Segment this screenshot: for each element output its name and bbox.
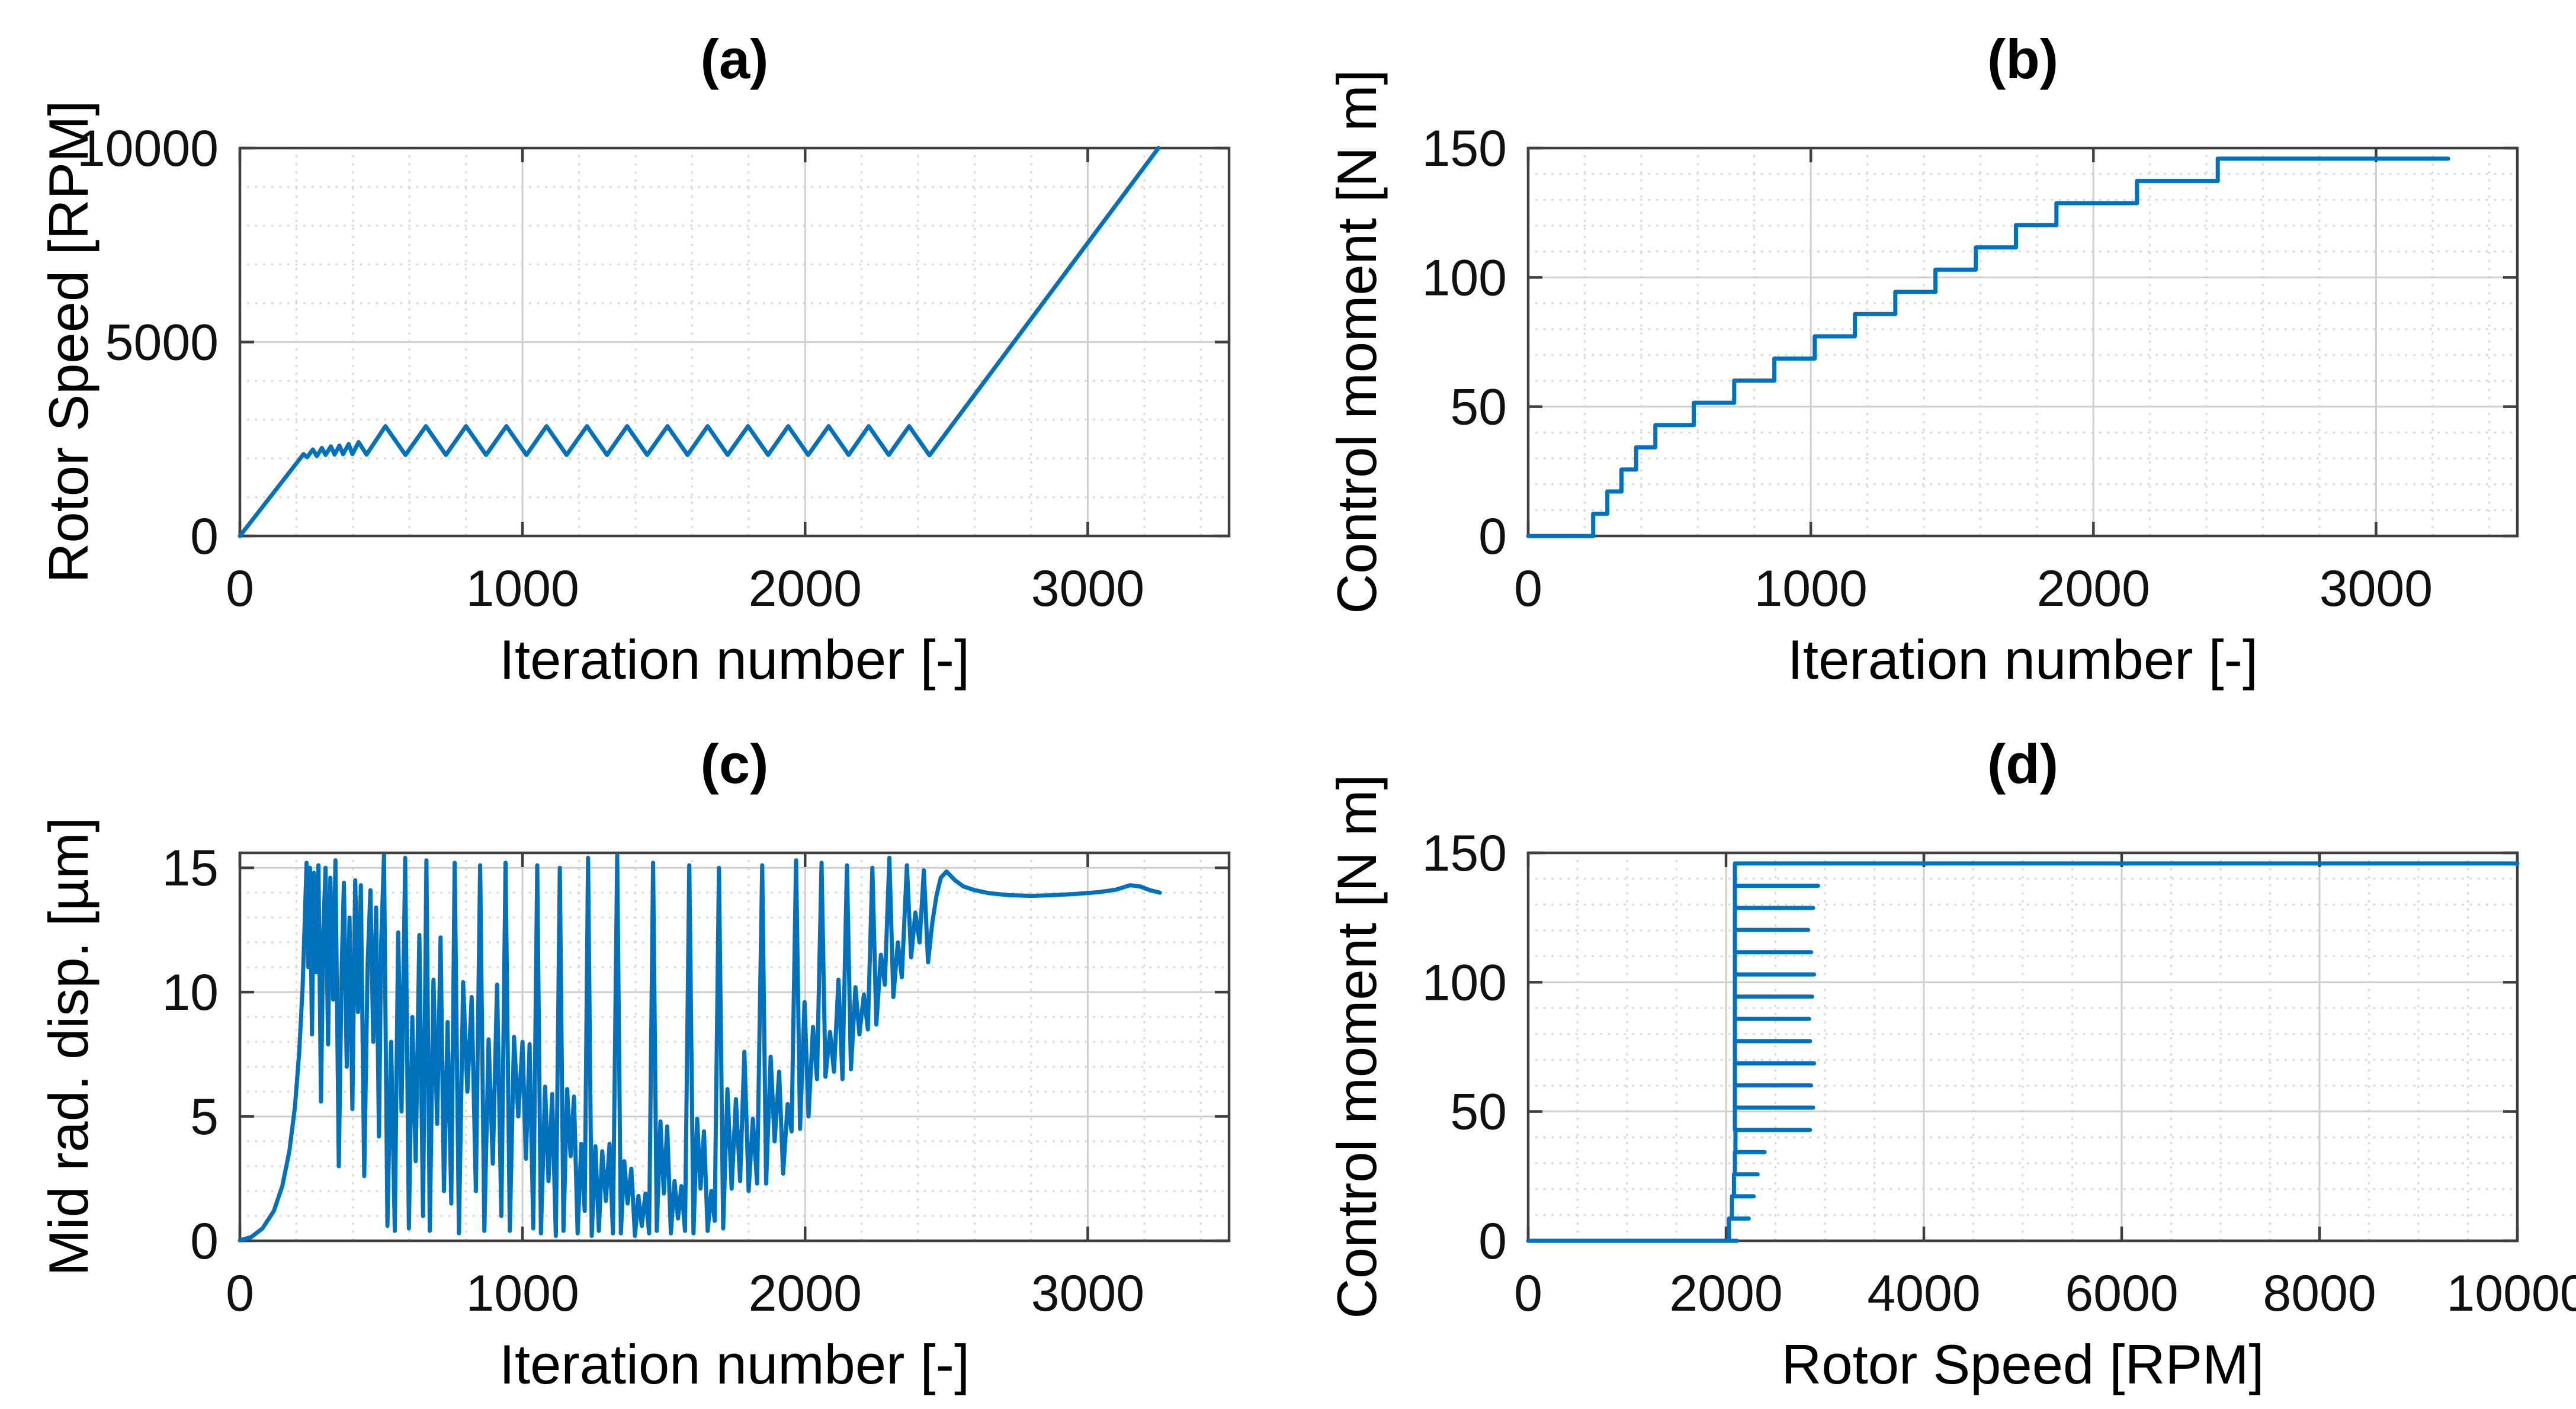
subplot-c-title: (c)	[700, 733, 769, 795]
y-tick-label: 150	[1422, 825, 1507, 882]
subplot-d-title: (d)	[1987, 733, 2059, 795]
subplot-b-x-axis-label: Iteration number [-]	[1787, 628, 2259, 691]
subplot-a: (a) Rotor Speed [RPM] 0 1000 2000 3000 0 5000…	[0, 0, 1288, 705]
y-tick-label: 0	[190, 508, 219, 565]
x-tick-label: 2000	[749, 560, 862, 617]
subplot-b: (b) Control moment [N m] 0 1000 2000 3000 0 5…	[1288, 0, 2576, 705]
subplot-a-x-axis-label: Iteration number [-]	[499, 628, 970, 691]
x-tick-label: 8000	[2263, 1265, 2376, 1322]
y-tick-label: 150	[1422, 120, 1507, 177]
x-tick-label: 3000	[1031, 560, 1144, 617]
subplot-c-x-axis-label: Iteration number [-]	[499, 1333, 970, 1395]
y-tick-label: 100	[1422, 249, 1507, 306]
subplot-a-title: (a)	[700, 28, 769, 90]
x-tick-label: 3000	[1031, 1265, 1144, 1322]
x-tick-label: 4000	[1867, 1265, 1980, 1322]
y-tick-label: 10	[162, 964, 219, 1021]
y-tick-label: 10000	[77, 120, 219, 177]
axis-border	[1526, 851, 2519, 1243]
x-tick-label: 1000	[466, 560, 579, 617]
y-tick-label: 5000	[105, 314, 219, 371]
x-tick-label: 0	[1514, 560, 1542, 617]
x-tick-label: 0	[226, 560, 254, 617]
series-line	[238, 146, 1161, 538]
x-tick-label: 0	[226, 1265, 254, 1322]
y-tick-label: 5	[190, 1089, 219, 1145]
subplot-d: (d) Control moment [N m] 0 2000 4000 6000 80…	[1288, 705, 2576, 1409]
subplot-d-plot-area: 0 2000 4000 6000 8000 10000 0 50 100 150	[1422, 825, 2576, 1322]
axis-border	[238, 851, 1231, 1243]
x-tick-label: 1000	[1754, 560, 1867, 617]
y-tick-label: 0	[190, 1213, 219, 1270]
y-tick-label: 0	[1478, 508, 1507, 565]
subplot-c: (c) Mid rad. disp. [µm] 0 1000 2000 3000 0 5 1…	[0, 705, 1288, 1409]
y-tick-label: 0	[1478, 1213, 1507, 1270]
x-tick-label: 10000	[2446, 1265, 2576, 1322]
series-line	[1526, 861, 2520, 1243]
axis-border	[1526, 146, 2519, 538]
x-tick-label: 2000	[2037, 560, 2150, 617]
y-tick-label: 50	[1450, 1084, 1507, 1141]
subplot-c-plot-area: 0 1000 2000 3000 0 5 10 15	[162, 840, 1231, 1322]
subplot-b-title: (b)	[1987, 28, 2059, 90]
x-tick-label: 0	[1514, 1265, 1542, 1322]
x-tick-label: 2000	[1669, 1265, 1782, 1322]
x-tick-label: 1000	[466, 1265, 579, 1322]
y-tick-label: 100	[1422, 954, 1507, 1011]
subplot-d-x-axis-label: Rotor Speed [RPM]	[1781, 1333, 2264, 1395]
y-tick-label: 15	[162, 840, 219, 897]
subplot-a-plot-area: 0 1000 2000 3000 0 5000 10000	[77, 120, 1231, 617]
x-tick-label: 6000	[2065, 1265, 2178, 1322]
y-tick-label: 50	[1450, 379, 1507, 436]
subplot-b-plot-area: 0 1000 2000 3000 0 50 100 150	[1422, 120, 2519, 617]
series-line	[238, 853, 1162, 1243]
x-tick-label: 2000	[749, 1265, 862, 1322]
x-tick-label: 3000	[2320, 560, 2433, 617]
series-line	[1526, 156, 2450, 538]
